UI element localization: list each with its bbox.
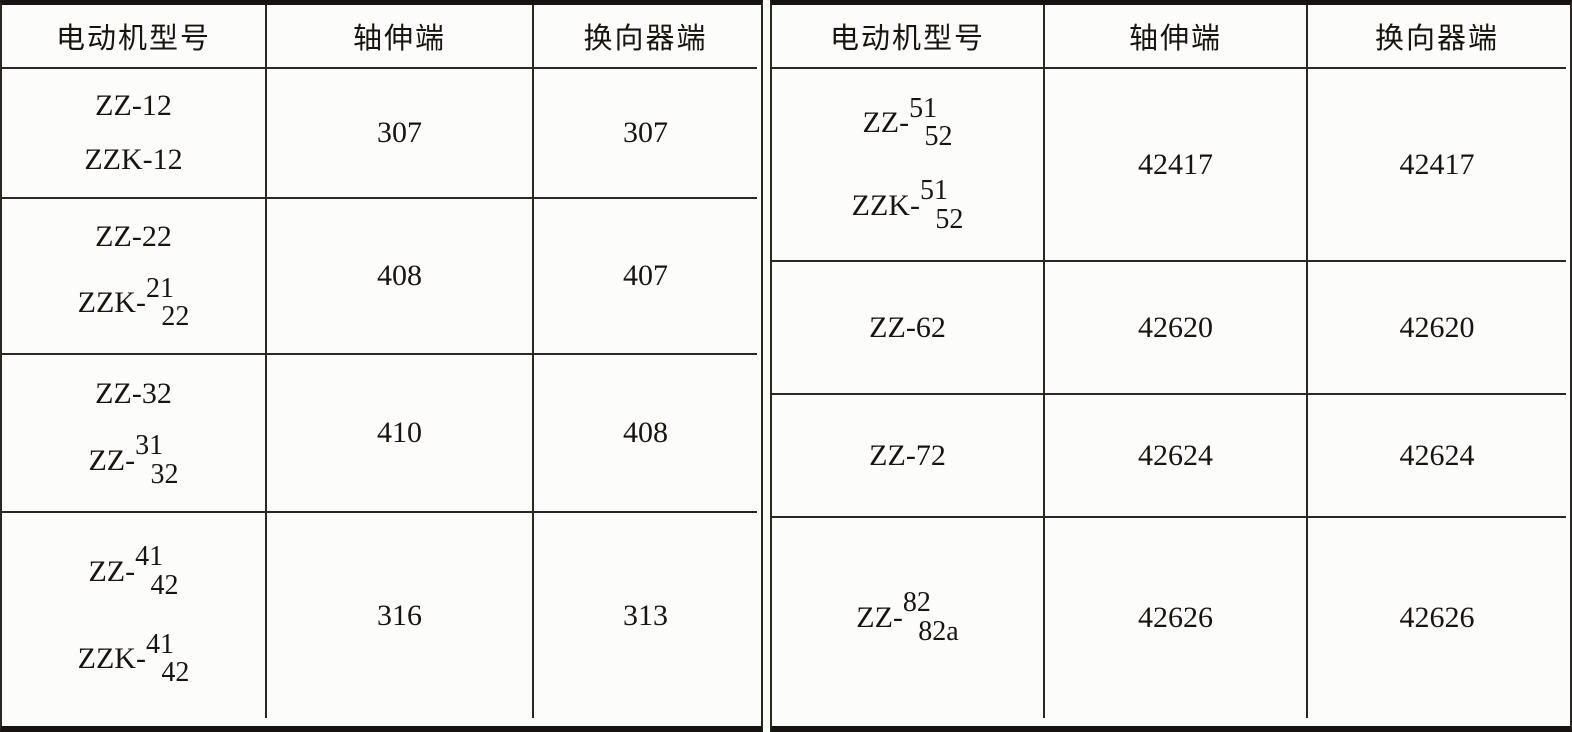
shaft-end-value: 42620 xyxy=(1045,262,1308,395)
model-cell: ZZ-22 ZZK- 21 22 xyxy=(2,199,267,355)
header-commutator-end: 换向器端 xyxy=(534,5,757,69)
stack-top: 31 xyxy=(135,430,164,462)
bearing-number: 316 xyxy=(377,598,422,632)
bearing-number: 42626 xyxy=(1399,601,1475,634)
stack-top: 82 xyxy=(902,587,931,619)
motor-bearing-table-left: 电动机型号 轴伸端 换向器端 ZZ-12 ZZK-12 307 307 ZZ-2… xyxy=(0,0,763,732)
shaft-end-value: 42624 xyxy=(1045,395,1308,518)
shaft-end-value: 42626 xyxy=(1045,518,1308,718)
commutator-end-value: 313 xyxy=(534,513,757,718)
model-prefix: ZZ- xyxy=(88,554,136,588)
model-cell: ZZ- 51 52 ZZK- 51 52 xyxy=(772,69,1045,262)
model-prefix: ZZK- xyxy=(77,286,146,320)
motor-bearing-table-right: 电动机型号 轴伸端 换向器端 ZZ- 51 52 ZZK- 51 52 xyxy=(770,0,1572,732)
bearing-number: 313 xyxy=(623,598,668,632)
motor-model: ZZ-32 xyxy=(95,376,172,410)
stack-top: 41 xyxy=(135,541,164,573)
commutator-end-value: 307 xyxy=(534,69,757,199)
header-shaft-end: 轴伸端 xyxy=(1045,5,1308,69)
header-label: 换向器端 xyxy=(1374,23,1499,55)
motor-model: ZZ- 31 32 xyxy=(88,432,178,489)
shaft-end-value: 307 xyxy=(267,69,534,199)
motor-model: ZZ-72 xyxy=(869,438,946,472)
bearing-number: 42620 xyxy=(1399,310,1475,344)
bearing-number: 42417 xyxy=(1399,147,1475,181)
model-number-stack: 31 32 xyxy=(135,432,178,489)
header-motor-model: 电动机型号 xyxy=(2,5,267,69)
stack-bottom: 22 xyxy=(161,301,190,333)
motor-model: ZZK-12 xyxy=(84,143,183,176)
table-divider-gap xyxy=(763,0,770,732)
stack-bottom: 52 xyxy=(924,121,953,153)
motor-model: ZZK- 41 42 xyxy=(77,628,190,689)
motor-model: ZZ-12 xyxy=(95,89,172,122)
bearing-number: 307 xyxy=(623,116,668,149)
bearing-number: 410 xyxy=(377,416,422,449)
model-prefix: ZZ- xyxy=(856,601,903,634)
motor-model: ZZ- 41 42 xyxy=(88,543,178,600)
model-number-stack: 41 42 xyxy=(145,628,190,689)
model-prefix: ZZK- xyxy=(851,188,920,222)
commutator-end-value: 42620 xyxy=(1308,262,1566,395)
shaft-end-value: 408 xyxy=(267,199,534,355)
motor-model: ZZ- 82 82a xyxy=(856,589,958,646)
stack-top: 41 xyxy=(145,628,174,660)
model-number-stack: 21 22 xyxy=(145,272,190,333)
stack-top: 21 xyxy=(145,272,174,304)
model-cell: ZZ-32 ZZ- 31 32 xyxy=(2,355,267,513)
motor-model: ZZ- 51 52 xyxy=(862,92,953,153)
model-cell: ZZ-62 xyxy=(772,262,1045,395)
shaft-end-value: 316 xyxy=(267,513,534,718)
model-prefix: ZZK- xyxy=(77,642,146,676)
stack-bottom: 52 xyxy=(935,203,964,235)
motor-model: ZZ-22 xyxy=(95,219,172,253)
shaft-end-value: 410 xyxy=(267,355,534,513)
stack-bottom: 42 xyxy=(161,657,190,689)
header-label: 电动机型号 xyxy=(829,23,985,55)
stack-bottom: 82a xyxy=(918,616,959,647)
model-cell: ZZ-12 ZZK-12 xyxy=(2,69,267,199)
commutator-end-value: 42624 xyxy=(1308,395,1566,518)
model-prefix: ZZ- xyxy=(862,106,910,140)
model-cell: ZZ- 82 82a xyxy=(772,518,1045,718)
model-number-stack: 51 52 xyxy=(909,92,953,153)
commutator-end-value: 407 xyxy=(534,199,757,355)
motor-model: ZZ-62 xyxy=(869,310,946,344)
bearing-number: 42624 xyxy=(1399,438,1475,472)
stack-top: 51 xyxy=(919,175,948,207)
shaft-end-value: 42417 xyxy=(1045,69,1308,262)
stack-bottom: 42 xyxy=(150,569,179,601)
motor-model: ZZK- 51 52 xyxy=(852,177,964,234)
model-cell: ZZ-72 xyxy=(772,395,1045,518)
commutator-end-value: 42626 xyxy=(1308,518,1566,718)
bearing-number: 407 xyxy=(623,259,668,292)
header-motor-model: 电动机型号 xyxy=(772,5,1045,69)
stack-top: 51 xyxy=(909,92,938,124)
commutator-end-value: 408 xyxy=(534,355,757,513)
commutator-end-value: 42417 xyxy=(1308,69,1566,262)
model-number-stack: 51 52 xyxy=(920,177,963,234)
bearing-number: 42624 xyxy=(1138,438,1213,472)
motor-model: ZZK- 21 22 xyxy=(77,272,190,333)
header-label: 换向器端 xyxy=(583,23,708,55)
bearing-number: 42417 xyxy=(1138,147,1213,181)
bearing-number: 408 xyxy=(623,416,668,449)
header-label: 轴伸端 xyxy=(352,23,446,55)
model-prefix: ZZ- xyxy=(88,443,136,477)
model-number-stack: 82 82a xyxy=(903,589,959,646)
bearing-number: 408 xyxy=(377,259,422,292)
bearing-number: 307 xyxy=(377,116,422,149)
model-number-stack: 41 42 xyxy=(135,543,178,600)
bearing-number: 42620 xyxy=(1138,310,1213,344)
bearing-number: 42626 xyxy=(1138,601,1213,634)
header-label: 轴伸端 xyxy=(1128,23,1222,55)
header-label: 电动机型号 xyxy=(55,23,211,55)
model-cell: ZZ- 41 42 ZZK- 41 42 xyxy=(2,513,267,718)
header-commutator-end: 换向器端 xyxy=(1308,5,1566,69)
stack-bottom: 32 xyxy=(150,458,179,490)
header-shaft-end: 轴伸端 xyxy=(267,5,534,69)
